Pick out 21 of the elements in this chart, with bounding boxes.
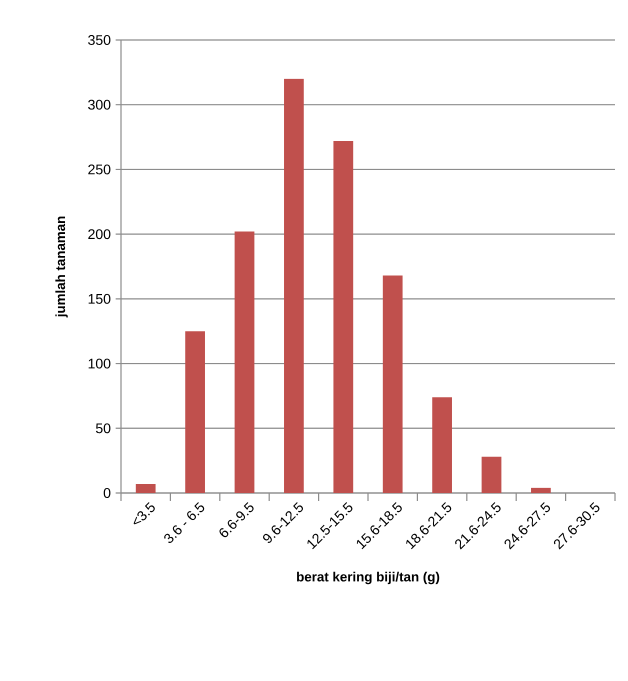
bar <box>531 488 551 493</box>
y-tick-label: 350 <box>88 35 110 45</box>
x-tick-label: 3.6 - 6.5 <box>164 502 204 544</box>
bar <box>234 232 254 493</box>
bar <box>136 484 156 493</box>
bar <box>432 397 452 493</box>
y-tick-label: 50 <box>96 423 110 434</box>
x-tick-label: <3.5 <box>134 502 155 524</box>
bar <box>482 456 502 493</box>
y-tick-label: 150 <box>88 294 110 304</box>
y-tick-label: 200 <box>88 229 110 240</box>
y-tick-label: 300 <box>88 100 110 110</box>
x-axis-title: berat kering biji/tan (g) <box>297 572 440 584</box>
bar <box>333 140 354 493</box>
y-tick-label: 0 <box>104 488 110 498</box>
bar <box>284 78 304 493</box>
y-axis-title: jumlah tanaman <box>55 216 68 318</box>
bar <box>382 276 403 493</box>
bar <box>185 331 205 493</box>
y-tick-label: 100 <box>88 358 110 369</box>
y-tick-label: 250 <box>88 164 110 174</box>
